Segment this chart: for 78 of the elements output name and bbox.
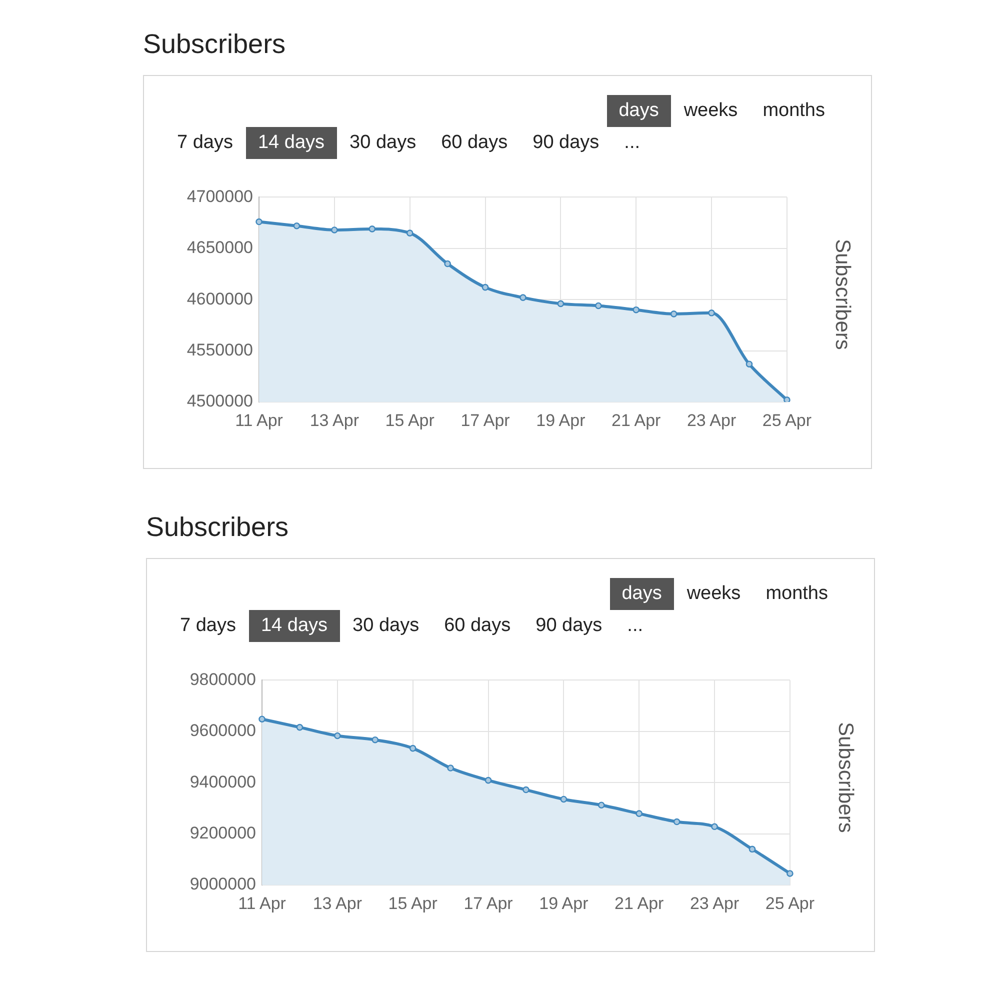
point — [444, 260, 451, 268]
point — [560, 796, 568, 803]
point — [368, 226, 376, 232]
x-tick-label: 23 Apr — [686, 410, 736, 430]
x-tick-label: 17 Apr — [464, 894, 514, 913]
selected-button[interactable]: 14 days — [246, 127, 337, 159]
point — [595, 302, 602, 310]
button[interactable]: 90 days — [524, 610, 614, 642]
button[interactable]: weeks — [672, 95, 750, 127]
x-tick-label: 13 Apr — [312, 894, 362, 913]
point — [557, 300, 564, 308]
y-axis-title: Subscribers — [830, 239, 854, 350]
x-tick-label: 19 Apr — [539, 894, 589, 913]
point — [406, 230, 414, 236]
chart-title: Subscribers — [146, 511, 289, 543]
x-tick-label: 23 Apr — [690, 894, 740, 913]
button[interactable]: 7 days — [168, 610, 248, 642]
y-tick-label: 4650000 — [186, 238, 253, 258]
point — [786, 870, 794, 877]
chart-title: Subscribers — [143, 28, 286, 60]
button[interactable]: 30 days — [340, 610, 432, 642]
x-tick-label: 15 Apr — [388, 894, 438, 913]
point — [670, 310, 678, 318]
point — [447, 764, 454, 772]
y-tick-label: 4600000 — [186, 289, 253, 308]
point — [256, 218, 262, 226]
button[interactable]: ... — [615, 610, 656, 642]
point — [598, 802, 605, 809]
y-tick-label: 9000000 — [190, 874, 256, 894]
y-tick-label: 9600000 — [190, 721, 256, 740]
y-tick-label: 4700000 — [186, 186, 253, 206]
x-tick-label: 25 Apr — [762, 410, 812, 430]
point — [708, 310, 715, 316]
y-tick-label: 9400000 — [190, 772, 256, 792]
selected-button[interactable]: 14 days — [248, 610, 340, 642]
button[interactable]: months — [750, 95, 837, 127]
x-tick-label: 25 Apr — [765, 894, 815, 913]
point — [334, 732, 341, 740]
point — [484, 776, 492, 784]
y-tick-label: 4500000 — [186, 392, 253, 411]
point — [482, 284, 489, 291]
x-tick-label: 21 Apr — [614, 894, 664, 913]
selected-button[interactable]: days — [610, 578, 674, 610]
x-tick-label: 15 Apr — [385, 410, 435, 430]
point — [673, 818, 680, 826]
point — [520, 294, 526, 301]
point — [293, 222, 300, 230]
point — [748, 846, 756, 853]
y-tick-label: 9800000 — [190, 670, 256, 689]
point — [746, 360, 753, 368]
x-tick-label: 19 Apr — [536, 410, 586, 430]
button[interactable]: 60 days — [432, 610, 523, 642]
point — [331, 226, 338, 234]
button[interactable]: weeks — [674, 578, 753, 610]
button[interactable]: months — [754, 578, 840, 610]
y-axis-title: Subscribers — [833, 722, 857, 833]
point — [409, 744, 416, 752]
point — [258, 716, 266, 723]
point — [372, 736, 379, 744]
point — [711, 823, 718, 830]
x-tick-label: 21 Apr — [612, 410, 662, 430]
point — [636, 810, 643, 817]
x-tick-label: 17 Apr — [460, 410, 510, 430]
y-tick-label: 4550000 — [186, 340, 253, 360]
selected-button[interactable]: days — [606, 95, 671, 127]
point — [632, 306, 640, 314]
button[interactable]: ... — [612, 127, 652, 159]
x-tick-label: 11 Apr — [235, 410, 284, 430]
button[interactable]: 7 days — [165, 127, 245, 159]
y-tick-label: 9200000 — [190, 823, 256, 842]
point — [784, 396, 790, 402]
point — [522, 786, 530, 794]
point — [296, 724, 304, 731]
x-tick-label: 13 Apr — [310, 410, 360, 430]
button[interactable]: 30 days — [338, 127, 428, 159]
button[interactable]: 90 days — [520, 127, 612, 159]
button[interactable]: 60 days — [429, 127, 520, 159]
x-tick-label: 11 Apr — [238, 894, 286, 913]
